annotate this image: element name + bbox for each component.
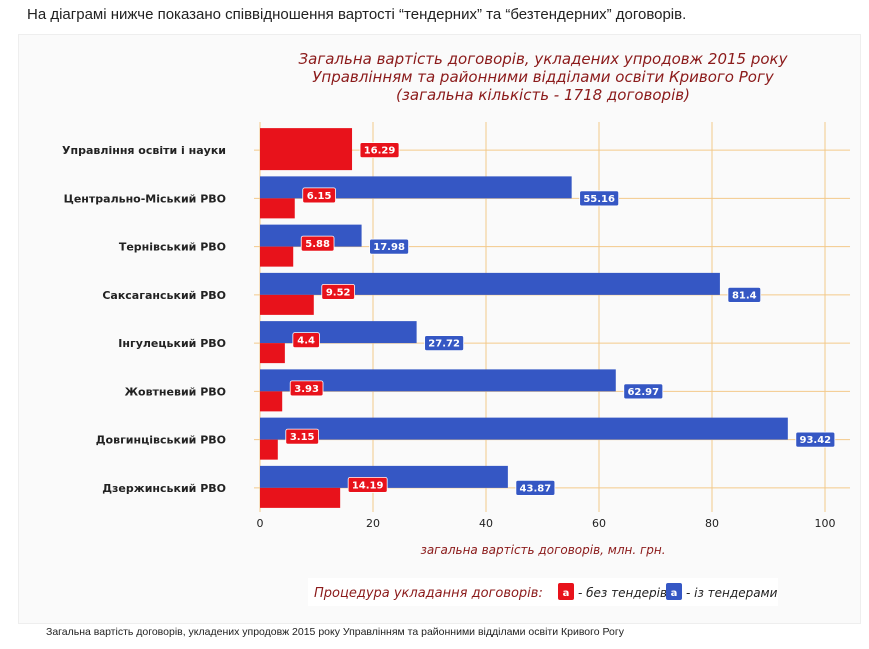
value-label-tender-bg <box>369 238 409 255</box>
x-tick-label: 80 <box>705 517 719 530</box>
value-label-no-tender: 16.29 <box>364 146 396 157</box>
value-label-no-tender: 14.19 <box>352 480 384 491</box>
x-tick-label: 0 <box>257 517 264 530</box>
value-label-no-tender-bg <box>285 428 319 445</box>
data-labels: 16.29 55.16 6.15 17.98 5.88 81.4 9.52 27.72 4.4 6… <box>285 142 836 496</box>
bar-no-tender <box>260 294 314 315</box>
bar-tender <box>260 417 788 440</box>
legend-item-no-tender-label: - без тендерів <box>578 586 667 600</box>
bar-tender <box>260 465 508 488</box>
value-label-no-tender: 4.4 <box>297 336 315 347</box>
value-label-no-tender-bg <box>321 283 355 300</box>
bar-no-tender <box>260 246 294 267</box>
value-label-tender: 43.87 <box>520 483 552 494</box>
value-label-no-tender: 3.93 <box>294 384 319 395</box>
chart-panel <box>18 34 861 624</box>
legend-item-tender-swatch <box>666 583 682 600</box>
bar-no-tender <box>260 487 341 508</box>
value-label-no-tender-bg <box>302 187 336 204</box>
value-label-tender: 93.42 <box>800 435 832 446</box>
bar-tender <box>260 321 417 344</box>
legend-item-no-tender-marker: a <box>563 588 570 599</box>
category-label: Жовтневий РВО <box>125 385 226 398</box>
legend-item-tender-marker: a <box>671 588 678 599</box>
x-tick-labels: 0 20 40 60 80 100 <box>257 517 836 530</box>
chart-title-line: (загальна кількість - 1718 договорів) <box>396 86 690 104</box>
value-label-tender: 81.4 <box>732 290 757 301</box>
x-tick-label: 40 <box>479 517 493 530</box>
value-label-no-tender-bg <box>292 332 320 349</box>
value-label-no-tender: 3.15 <box>290 432 315 443</box>
value-label-tender-bg <box>623 383 664 400</box>
legend-box <box>308 578 778 606</box>
category-label: Тернівський РВО <box>119 241 226 254</box>
value-label-tender: 27.72 <box>428 339 460 350</box>
value-label-tender-bg <box>515 479 556 496</box>
bar-no-tender <box>260 343 285 364</box>
chart-title-line: Загальна вартість договорів, укладених у… <box>299 50 789 68</box>
legend: Процедура укладання договорів: a - без тен… <box>308 578 778 606</box>
value-label-no-tender-bg <box>359 142 400 159</box>
x-axis-label: загальна вартість договорів, млн. грн. <box>420 543 665 557</box>
category-label: Інгулецький РВО <box>118 337 226 350</box>
value-label-tender-bg <box>727 286 762 303</box>
bars <box>260 128 788 508</box>
x-tick-label: 20 <box>366 517 380 530</box>
value-label-no-tender-bg <box>347 476 388 493</box>
chart-title: Загальна вартість договорів, укладених у… <box>299 50 789 104</box>
legend-title: Процедура укладання договорів: <box>314 586 543 601</box>
value-label-tender-bg <box>424 335 465 352</box>
category-labels: Управління освіти і науки Центрально-Місь… <box>62 144 226 495</box>
value-label-no-tender: 5.88 <box>305 239 330 250</box>
figure-caption: Загальна вартість договорів, укладених у… <box>46 626 624 638</box>
bar-tender <box>260 176 572 199</box>
bar-no-tender <box>260 198 295 219</box>
category-label: Центрально-Міський РВО <box>64 192 226 205</box>
bar-tender <box>260 369 616 392</box>
x-tick-label: 60 <box>592 517 606 530</box>
intro-text: На діаграмі нижче показано співвідношенн… <box>27 6 687 23</box>
legend-item-no-tender-swatch <box>558 583 574 600</box>
value-label-no-tender-bg <box>289 380 324 397</box>
value-label-no-tender: 9.52 <box>326 287 351 298</box>
category-label: Дзержинський РВО <box>102 482 226 495</box>
x-tick-label: 100 <box>815 517 836 530</box>
value-label-no-tender: 6.15 <box>307 191 332 202</box>
bar-tender <box>260 224 362 247</box>
legend-item-tender-label: - із тендерами <box>686 586 778 600</box>
value-label-no-tender-bg <box>300 235 335 252</box>
value-label-tender-bg <box>795 431 836 448</box>
category-label: Управління освіти і науки <box>62 144 226 157</box>
bar-no-tender <box>260 128 353 171</box>
value-label-tender: 62.97 <box>627 387 659 398</box>
value-label-tender: 17.98 <box>373 242 405 253</box>
bar-no-tender <box>260 391 283 412</box>
value-label-tender-bg <box>579 190 620 207</box>
bar-tender <box>260 272 720 295</box>
value-label-tender: 55.16 <box>583 194 615 205</box>
bar-no-tender <box>260 439 278 460</box>
chart-title-line: Управлінням та районними відділами освіт… <box>312 68 775 86</box>
category-label: Довгинцівський РВО <box>96 434 226 447</box>
category-label: Саксаганський РВО <box>102 289 226 302</box>
